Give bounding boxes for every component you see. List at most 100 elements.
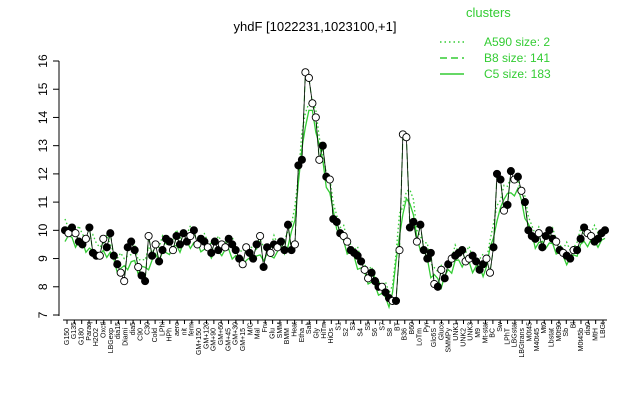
x-tick-label: LPhT <box>504 327 511 344</box>
x-tick-label: M0t90 <box>556 322 563 342</box>
x-tick-label: C30 <box>145 322 152 335</box>
data-point <box>367 268 376 277</box>
data-point <box>423 254 432 263</box>
legend-label-c5: C5 size: 183 <box>484 67 551 81</box>
y-tick-label: 10 <box>36 223 50 237</box>
data-point <box>127 237 136 246</box>
x-tick-label: Cold <box>152 328 159 343</box>
data-point <box>552 237 561 246</box>
x-tick-label: Glu <box>269 328 276 339</box>
x-tick-label: GM+15 <box>240 328 247 351</box>
data-point <box>249 254 258 263</box>
x-tick-label: Glc6S <box>431 328 438 347</box>
x-tick-label: LoTm <box>416 328 423 346</box>
x-tick-label: B36 <box>402 328 409 341</box>
data-point <box>228 240 237 249</box>
data-point <box>109 251 118 260</box>
data-point <box>458 246 467 255</box>
data-point <box>499 206 509 215</box>
data-point <box>315 155 324 164</box>
data-point <box>395 246 404 255</box>
x-tick-label: S6 <box>372 328 379 337</box>
x-tick-label: UNK1 <box>453 322 460 341</box>
data-point <box>343 237 352 246</box>
x-tick-label: Sb <box>563 328 570 337</box>
x-tick-label: dia15 <box>115 322 122 339</box>
gene-profile <box>64 70 606 302</box>
data-point <box>357 257 366 266</box>
data-point <box>419 246 428 255</box>
data-point <box>151 240 160 249</box>
data-point <box>391 296 401 305</box>
data-point <box>113 260 122 269</box>
x-tick-label: Mt0 <box>541 322 548 334</box>
data-point <box>283 220 293 229</box>
x-tick-label: S2 <box>343 328 350 337</box>
data-point <box>130 246 139 255</box>
data-point <box>416 220 425 229</box>
data-point <box>332 217 341 226</box>
x-tick-label: BC <box>490 328 497 338</box>
data-point <box>266 248 275 257</box>
data-point <box>245 248 254 257</box>
data-point <box>276 237 286 246</box>
data-point <box>186 231 195 241</box>
x-tick-label: S4 <box>358 328 365 337</box>
x-tick-label: HiTm <box>321 322 328 339</box>
data-point <box>81 234 90 243</box>
data-point <box>252 240 261 249</box>
data-point <box>503 200 512 209</box>
data-point <box>67 223 77 232</box>
data-point <box>325 175 334 184</box>
x-tick-label: dia0 <box>585 322 592 335</box>
data-point <box>580 223 589 232</box>
data-point <box>482 254 491 263</box>
data-point <box>168 246 178 255</box>
x-tick-label: SMM <box>277 322 284 339</box>
data-point <box>311 113 320 122</box>
data-point <box>489 243 498 252</box>
x-tick-label: B60 <box>409 322 416 335</box>
data-point <box>210 237 219 246</box>
x-tick-label: H2O2 <box>93 328 100 346</box>
x-tick-label: nit <box>181 328 188 335</box>
x-tick-label: M/G <box>247 322 254 335</box>
x-tick-label: BT <box>394 321 401 331</box>
y-tick-label: 16 <box>36 54 50 68</box>
chart-title: yhdF [1022231,1023100,+1] <box>233 19 396 34</box>
y-tick-label: 14 <box>36 110 50 124</box>
x-tick-label: G180 <box>79 328 86 345</box>
x-tick-label: LBGstat <box>512 322 519 347</box>
data-point <box>412 237 421 246</box>
data-point <box>280 246 289 255</box>
x-axis: G150 G135 G180 Paraq H2O2 Oxctl LBGexp dia15 Dia… <box>63 319 607 358</box>
data-point <box>207 248 216 257</box>
x-tick-label: Diami <box>123 328 130 346</box>
data-point <box>189 226 198 235</box>
data-point <box>141 277 150 286</box>
data-point <box>437 265 446 274</box>
legend: clusters A590 size: 2 B8 size: 141 C5 si… <box>440 5 551 81</box>
data-point <box>541 231 550 241</box>
x-tick-label: aero <box>174 322 181 336</box>
x-tick-label: UNK3 <box>468 322 475 341</box>
x-tick-label: SMMPy <box>446 328 453 353</box>
legend-label-b8: B8 size: 141 <box>484 51 550 65</box>
data-point <box>95 251 104 260</box>
x-tick-label: LBGt <box>600 322 607 338</box>
data-point <box>468 251 477 260</box>
x-tick-label: M9 <box>475 328 482 338</box>
data-point <box>506 167 515 176</box>
data-point <box>165 237 174 246</box>
x-tick-label: S5 <box>365 322 372 331</box>
data-point <box>545 226 554 235</box>
data-point <box>221 243 230 252</box>
x-tick-label: UNK2 <box>460 328 467 347</box>
data-point <box>102 243 111 252</box>
data-point <box>238 260 247 269</box>
y-tick-label: 15 <box>36 82 50 96</box>
data-point <box>381 288 390 297</box>
x-tick-label: GM+45 <box>225 328 232 351</box>
data-point <box>214 246 223 255</box>
x-tick-label: GM+30 <box>233 322 240 345</box>
